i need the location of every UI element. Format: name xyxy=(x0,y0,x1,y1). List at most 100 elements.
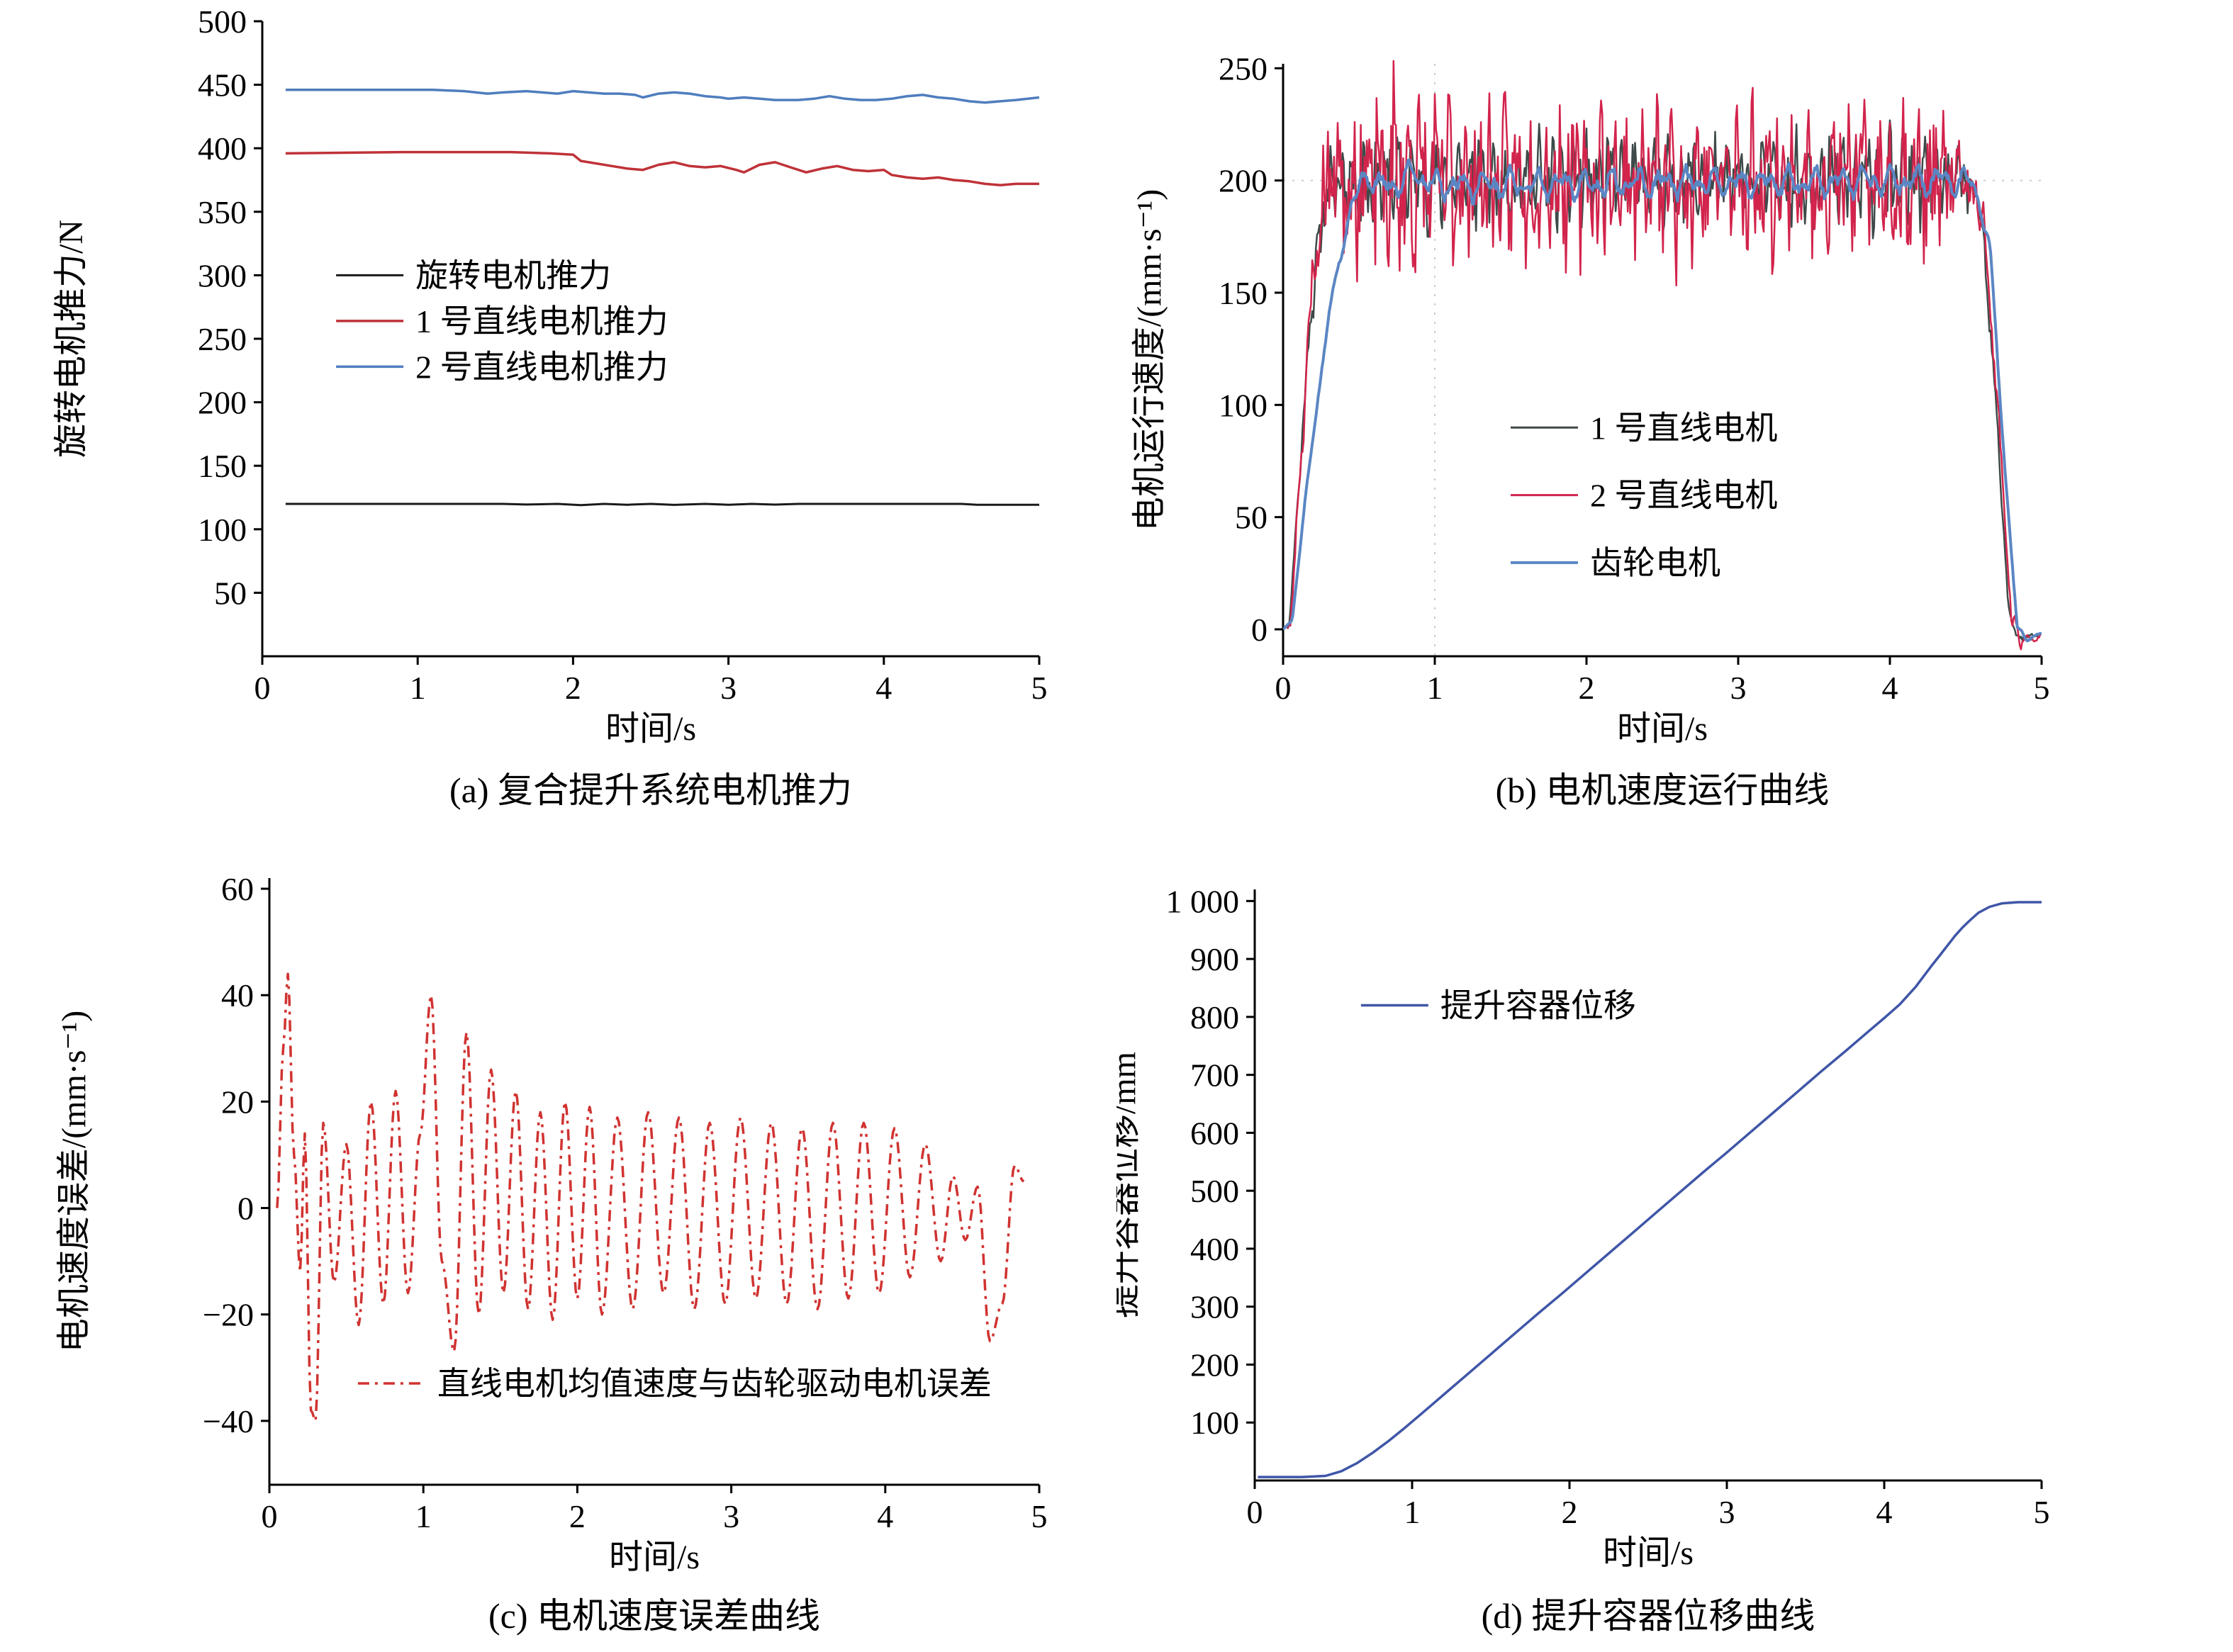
series-speed-error xyxy=(276,972,1025,1422)
series-rotary-motor-thrust xyxy=(285,502,1039,507)
axes xyxy=(1275,64,2043,665)
axes xyxy=(261,878,1041,1493)
chart-a-canvas: 0 1 2 3 4 5 50 100 150 200 250 300 350 400 450 500 时间/s 旋… xyxy=(52,4,1048,748)
y-axis-label: 提升容器位移/mm xyxy=(1116,1052,1143,1318)
y-tick-label: 100 xyxy=(1190,1405,1239,1441)
y-tick-label: 500 xyxy=(198,4,247,40)
y-tick-label: −40 xyxy=(203,1403,254,1439)
y-tick-label: 200 xyxy=(1190,1347,1239,1383)
chart-a-caption: (a) 复合提升系统电机推力 xyxy=(449,770,852,810)
x-tick-label: 0 xyxy=(262,1498,278,1534)
x-tick-label: 2 xyxy=(1562,1494,1578,1530)
x-tick-label: 4 xyxy=(877,1498,893,1534)
x-tick-label: 2 xyxy=(569,1498,586,1534)
x-tick-label: 3 xyxy=(723,1498,739,1534)
series-group xyxy=(1283,60,2042,651)
y-tick-label: 300 xyxy=(1190,1289,1239,1325)
x-tick-label: 1 xyxy=(1427,670,1443,706)
y-axis-label: 旋转电机推力/N xyxy=(52,220,90,458)
y-tick-label: 200 xyxy=(198,385,247,421)
x-tick-label: 0 xyxy=(1275,670,1292,706)
x-tick-label: 3 xyxy=(720,670,737,706)
chart-b-canvas: 0 1 2 3 4 5050100150200250时间/s电机运行速度/(mm·s⁻¹)… xyxy=(1131,50,2050,748)
y-tick-label: 900 xyxy=(1190,941,1239,977)
y-tick-label: 20 xyxy=(221,1084,254,1120)
y-tick-label: 0 xyxy=(1251,612,1267,648)
chart-c-caption: (c) 电机速度误差曲线 xyxy=(488,1596,820,1636)
x-tick-label: 2 xyxy=(565,670,581,706)
y-tick-label: 400 xyxy=(198,130,247,167)
x-tick-label: 4 xyxy=(875,670,892,706)
y-tick-label: 250 xyxy=(198,321,247,357)
x-axis-label: 时间/s xyxy=(1617,710,1708,748)
y-tick-label: 800 xyxy=(1190,999,1239,1035)
y-tick-label: 700 xyxy=(1190,1057,1239,1094)
legend-label: 2 号直线电机 xyxy=(1590,478,1778,514)
x-tick-label: 5 xyxy=(2034,1494,2050,1530)
x-axis-label: 时间/s xyxy=(605,710,696,748)
legend-label: 齿轮电机 xyxy=(1590,545,1720,581)
y-tick-label: 150 xyxy=(198,448,247,484)
x-tick-label: 1 xyxy=(1404,1494,1421,1530)
y-tick-label: 150 xyxy=(1219,275,1267,311)
y-axis-label: 电机速度误差/(mm·s⁻¹) xyxy=(55,1011,93,1352)
chart-c-canvas: 0 1 2 3 4 5 −40 −20 0 20 40 60 时间/s 电机速度误差/(mm·s⁻¹) 直线… xyxy=(55,871,1048,1576)
y-tick-label: 40 xyxy=(221,977,254,1013)
x-tick-label: 5 xyxy=(2034,670,2050,706)
x-tick-label: 5 xyxy=(1031,670,1048,706)
y-tick-label: 1 000 xyxy=(1166,883,1240,919)
y-tick-label: 100 xyxy=(198,512,247,548)
x-tick-label: 4 xyxy=(1882,670,1898,706)
x-tick-label: 0 xyxy=(254,670,271,706)
chart-b-caption: (b) 电机速度运行曲线 xyxy=(1495,770,1830,810)
series-group xyxy=(1258,901,2042,1478)
chart-d-panel: 0 1 2 3 4 5 100 200 300 400 500 600 700 800 900 1 000 时间… xyxy=(1116,826,2233,1651)
y-tick-label: 200 xyxy=(1219,163,1267,199)
y-tick-label: 50 xyxy=(1235,500,1267,536)
chart-d-canvas: 0 1 2 3 4 5 100 200 300 400 500 600 700 800 900 1 000 时间… xyxy=(1116,883,2050,1572)
x-tick-label: 5 xyxy=(1031,1498,1048,1534)
x-tick-label: 3 xyxy=(1719,1494,1735,1530)
x-axis-label: 时间/s xyxy=(1603,1534,1694,1572)
legend-label: 2 号直线电机推力 xyxy=(415,349,668,385)
chart-c-panel: 0 1 2 3 4 5 −40 −20 0 20 40 60 时间/s 电机速度误差/(mm·s⁻¹) 直线… xyxy=(0,826,1116,1651)
legend-label: 提升容器位移 xyxy=(1440,987,1636,1023)
x-tick-label: 2 xyxy=(1579,670,1595,706)
legend-label: 直线电机均值速度与齿轮驱动电机误差 xyxy=(437,1366,992,1402)
axes xyxy=(254,20,1041,665)
legend: 提升容器位移 xyxy=(1360,987,1636,1023)
x-tick-label: 3 xyxy=(1730,670,1747,706)
y-tick-label: 450 xyxy=(198,67,247,103)
series-group xyxy=(276,972,1025,1422)
y-tick-label: 350 xyxy=(198,194,247,230)
chart-b-panel: 0 1 2 3 4 5 0 50 100 150 200 250 时间/s 电机运行速度/(mm·s⁻¹)… xyxy=(1116,0,2233,826)
y-tick-label: 60 xyxy=(221,871,254,907)
x-tick-label: 4 xyxy=(1876,1494,1893,1530)
y-tick-label: 600 xyxy=(1190,1115,1239,1151)
y-tick-label: −20 xyxy=(203,1297,254,1333)
y-tick-label: 50 xyxy=(214,575,247,611)
axes xyxy=(1246,889,2043,1489)
series-group xyxy=(285,89,1039,507)
legend: 旋转电机推力 1 号直线电机推力 2 号直线电机推力 xyxy=(336,257,668,385)
x-tick-label: 1 xyxy=(410,670,426,706)
chart-d-caption: (d) 提升容器位移曲线 xyxy=(1481,1596,1815,1636)
x-axis-label: 时间/s xyxy=(609,1539,700,1576)
y-tick-label: 500 xyxy=(1190,1173,1239,1209)
series-container-displacement xyxy=(1258,901,2042,1478)
y-tick-label: 250 xyxy=(1219,50,1267,86)
chart-a-panel: 0 1 2 3 4 5 50 100 150 200 250 300 350 400 450 500 时间/s 旋… xyxy=(0,0,1116,826)
series-gear-motor-speed xyxy=(1283,158,2042,643)
y-tick-label: 0 xyxy=(237,1191,254,1227)
legend-label: 旋转电机推力 xyxy=(415,257,611,293)
x-tick-label: 1 xyxy=(415,1498,432,1534)
series-linear-motor-1-thrust xyxy=(285,150,1039,186)
x-tick-label: 0 xyxy=(1247,1494,1263,1530)
legend-label: 1 号直线电机推力 xyxy=(415,303,668,339)
y-tick-label: 300 xyxy=(198,257,247,293)
y-axis-label: 电机运行速度/(mm·s⁻¹) xyxy=(1131,189,1168,531)
series-linear-motor-2-thrust xyxy=(285,89,1039,104)
legend-label: 1 号直线电机 xyxy=(1590,410,1778,446)
